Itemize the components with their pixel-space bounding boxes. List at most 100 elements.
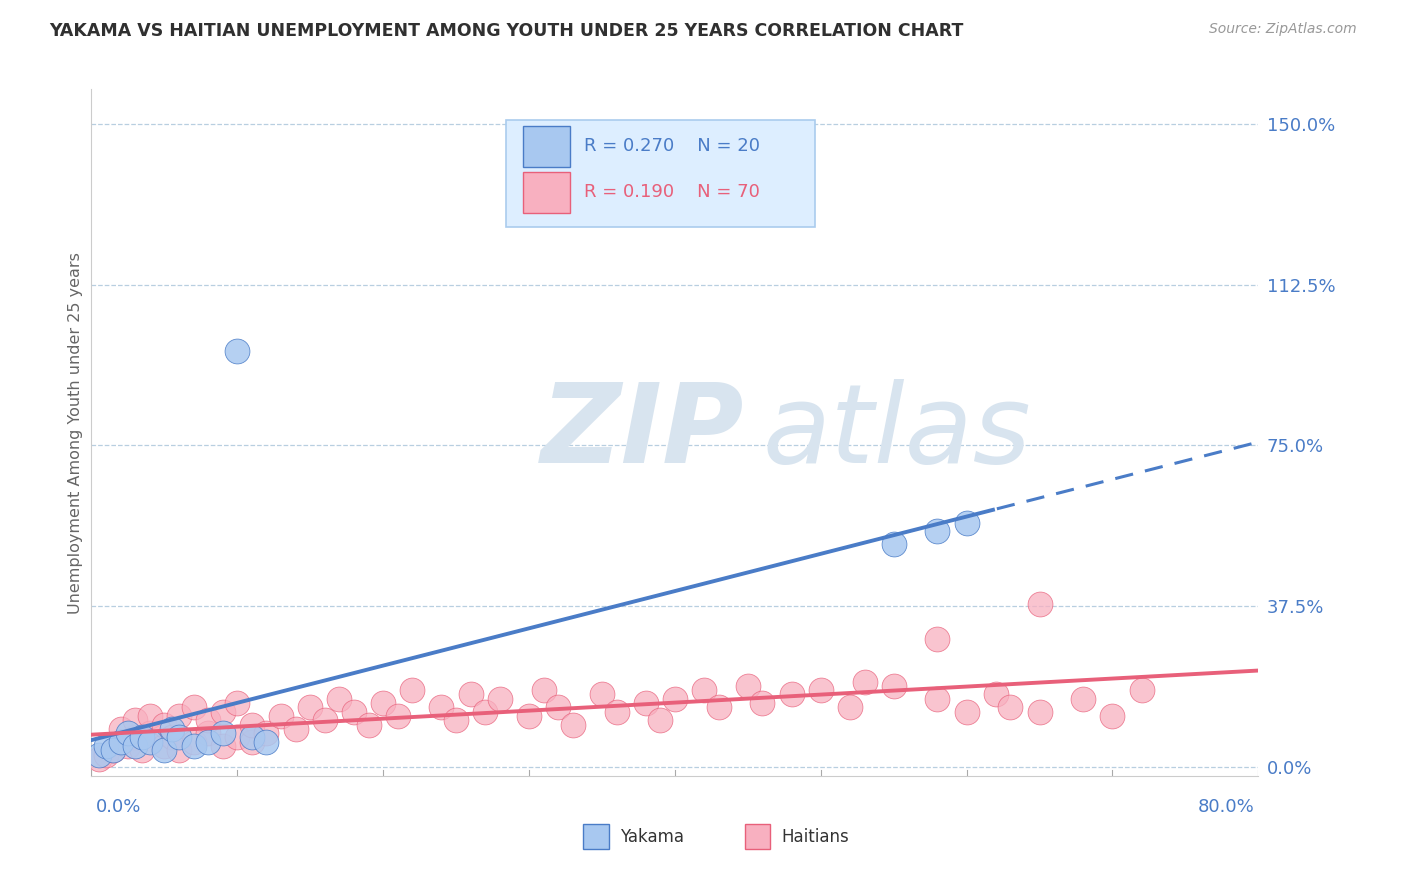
Y-axis label: Unemployment Among Youth under 25 years: Unemployment Among Youth under 25 years bbox=[67, 252, 83, 614]
Point bbox=[984, 688, 1007, 702]
Point bbox=[853, 674, 876, 689]
Point bbox=[927, 691, 949, 706]
Point bbox=[780, 688, 803, 702]
Text: R = 0.270    N = 20: R = 0.270 N = 20 bbox=[583, 137, 759, 155]
Point bbox=[226, 696, 249, 710]
Point bbox=[94, 739, 117, 753]
Point bbox=[561, 717, 583, 731]
Point bbox=[1130, 683, 1153, 698]
Point bbox=[328, 691, 350, 706]
Point bbox=[131, 743, 153, 757]
Text: atlas: atlas bbox=[762, 379, 1031, 486]
Point bbox=[1073, 691, 1095, 706]
Point bbox=[160, 722, 183, 736]
Point bbox=[547, 700, 569, 714]
Point bbox=[138, 726, 162, 740]
Point bbox=[751, 696, 773, 710]
Point bbox=[1028, 705, 1050, 719]
Point bbox=[183, 739, 205, 753]
Point bbox=[87, 747, 110, 762]
Point bbox=[883, 679, 905, 693]
Point bbox=[387, 709, 409, 723]
Text: Yakama: Yakama bbox=[620, 828, 685, 846]
Point bbox=[211, 739, 233, 753]
Point bbox=[87, 752, 110, 766]
Point bbox=[883, 537, 905, 551]
Point bbox=[153, 743, 176, 757]
Point bbox=[183, 700, 205, 714]
Point bbox=[664, 691, 686, 706]
Point bbox=[650, 713, 672, 727]
Point bbox=[197, 735, 219, 749]
Point bbox=[693, 683, 716, 698]
Point bbox=[167, 709, 190, 723]
Point bbox=[226, 731, 249, 745]
Point bbox=[314, 713, 336, 727]
Point bbox=[343, 705, 366, 719]
Point bbox=[1028, 598, 1050, 612]
Point bbox=[401, 683, 423, 698]
Bar bbox=[583, 824, 609, 849]
Point bbox=[256, 735, 278, 749]
Point bbox=[197, 726, 219, 740]
Point bbox=[110, 722, 132, 736]
Point bbox=[124, 713, 146, 727]
Point bbox=[927, 632, 949, 646]
Point bbox=[299, 700, 322, 714]
Point bbox=[533, 683, 555, 698]
Point bbox=[517, 709, 540, 723]
Point bbox=[430, 700, 453, 714]
Point bbox=[103, 743, 125, 757]
Point bbox=[371, 696, 394, 710]
Point bbox=[110, 735, 132, 749]
Point bbox=[226, 344, 249, 359]
Point bbox=[591, 688, 613, 702]
Point bbox=[110, 735, 132, 749]
Text: 0.0%: 0.0% bbox=[96, 798, 141, 816]
Point bbox=[474, 705, 496, 719]
Bar bbox=[523, 126, 569, 167]
Point bbox=[117, 726, 139, 740]
Point bbox=[956, 516, 979, 530]
Point bbox=[284, 722, 307, 736]
Point bbox=[117, 739, 139, 753]
Bar bbox=[745, 824, 770, 849]
Point bbox=[240, 731, 263, 745]
Point bbox=[167, 743, 190, 757]
Bar bbox=[523, 171, 569, 213]
Point bbox=[634, 696, 657, 710]
Point bbox=[357, 717, 380, 731]
Point bbox=[124, 731, 146, 745]
Point bbox=[956, 705, 979, 719]
Point bbox=[240, 735, 263, 749]
Point bbox=[103, 743, 125, 757]
Point bbox=[444, 713, 467, 727]
Point bbox=[138, 709, 162, 723]
Point bbox=[927, 524, 949, 539]
Point bbox=[211, 726, 233, 740]
Point bbox=[1000, 700, 1022, 714]
Point bbox=[167, 731, 190, 745]
Point bbox=[153, 717, 176, 731]
Point bbox=[183, 735, 205, 749]
Point bbox=[211, 705, 233, 719]
Point bbox=[160, 731, 183, 745]
Point bbox=[606, 705, 628, 719]
FancyBboxPatch shape bbox=[506, 120, 815, 227]
Point bbox=[240, 717, 263, 731]
Text: Source: ZipAtlas.com: Source: ZipAtlas.com bbox=[1209, 22, 1357, 37]
Point bbox=[810, 683, 832, 698]
Text: Haitians: Haitians bbox=[782, 828, 849, 846]
Point bbox=[131, 731, 153, 745]
Point bbox=[124, 739, 146, 753]
Text: ZIP: ZIP bbox=[541, 379, 744, 486]
Point bbox=[138, 735, 162, 749]
Point bbox=[94, 747, 117, 762]
Point bbox=[489, 691, 512, 706]
Text: YAKAMA VS HAITIAN UNEMPLOYMENT AMONG YOUTH UNDER 25 YEARS CORRELATION CHART: YAKAMA VS HAITIAN UNEMPLOYMENT AMONG YOU… bbox=[49, 22, 963, 40]
Point bbox=[256, 726, 278, 740]
Point bbox=[197, 713, 219, 727]
Point bbox=[153, 739, 176, 753]
Point bbox=[838, 700, 860, 714]
Text: R = 0.190    N = 70: R = 0.190 N = 70 bbox=[583, 183, 759, 202]
